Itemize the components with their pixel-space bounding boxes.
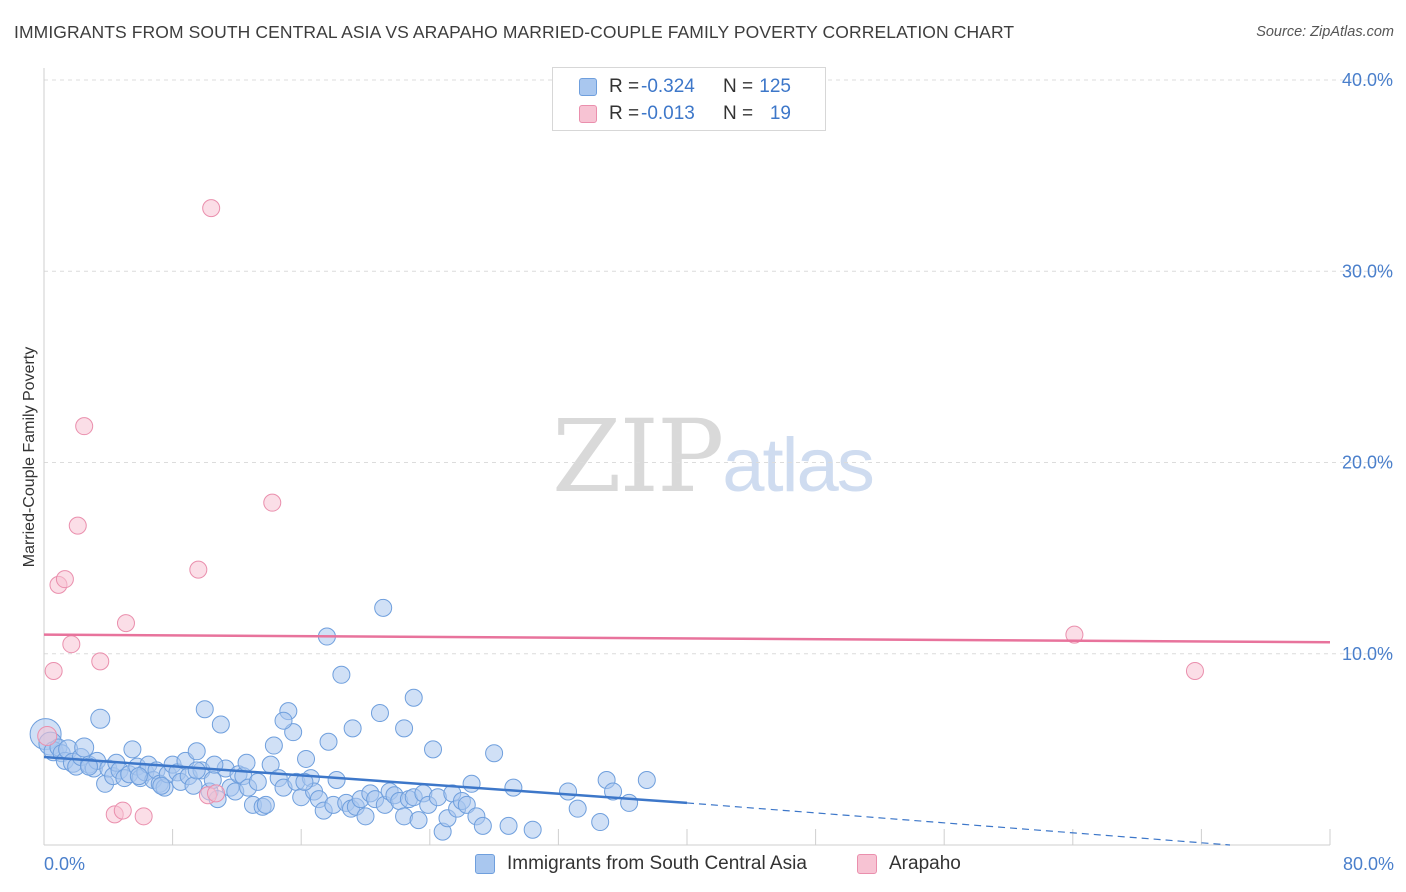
watermark-atlas: atlas: [722, 423, 875, 508]
point-immigrants: [187, 742, 206, 761]
y-tick-label: 30.0%: [1342, 261, 1393, 281]
trend-line-arapaho: [43, 633, 1331, 644]
point-immigrants: [319, 732, 338, 751]
bottom-legend-label: Arapaho: [889, 853, 961, 874]
point-immigrants: [395, 719, 414, 738]
n-value: 125: [759, 76, 791, 97]
point-arapaho: [134, 807, 153, 826]
point-arapaho: [116, 614, 135, 633]
point-immigrants: [332, 665, 351, 684]
point-arapaho: [1185, 661, 1204, 680]
y-tick-label: 40.0%: [1342, 70, 1393, 90]
point-immigrants: [485, 744, 504, 763]
point-immigrants: [297, 749, 316, 768]
bottom-legend-swatch-arapaho: [857, 854, 877, 874]
point-immigrants: [523, 820, 542, 839]
chart-title: IMMIGRANTS FROM SOUTH CENTRAL ASIA VS AR…: [14, 22, 1015, 42]
point-immigrants: [559, 782, 578, 801]
legend-swatch-immigrants: [579, 78, 597, 96]
point-immigrants: [591, 813, 610, 832]
bottom-legend-swatch-immigrants: [475, 854, 495, 874]
point-immigrants: [504, 778, 523, 797]
axes: [43, 68, 1331, 846]
point-arapaho: [202, 199, 221, 218]
bottom-legend-arapaho: Arapaho: [857, 851, 961, 877]
point-immigrants: [211, 715, 230, 734]
tick-labels: 10.0% 20.0% 30.0% 40.0% 0.0% 80.0%: [44, 70, 1394, 874]
data-points: [29, 199, 1204, 841]
point-immigrants: [356, 807, 375, 826]
x-tick-label: 0.0%: [44, 854, 85, 874]
r-value: -0.324: [641, 76, 695, 97]
correlation-legend: R = -0.324 N = 125 R = -0.013 N = 19: [552, 67, 826, 131]
point-arapaho: [75, 417, 94, 436]
point-immigrants: [80, 757, 99, 776]
trend-line-immigrants: [43, 755, 688, 805]
point-arapaho: [91, 652, 110, 671]
legend-row-immigrants: R = -0.324 N = 125: [579, 74, 791, 100]
point-immigrants: [184, 776, 203, 795]
point-arapaho: [55, 570, 74, 589]
point-arapaho: [62, 635, 81, 654]
point-immigrants: [370, 704, 389, 723]
point-immigrants: [604, 782, 623, 801]
point-immigrants: [90, 708, 111, 729]
point-immigrants: [499, 816, 518, 835]
point-immigrants: [473, 816, 492, 835]
legend-swatch-arapaho: [579, 105, 597, 123]
point-arapaho: [37, 725, 58, 746]
point-arapaho: [1065, 625, 1084, 644]
r-label: R =: [609, 76, 640, 97]
point-arapaho: [68, 516, 87, 535]
point-immigrants: [409, 811, 428, 830]
point-immigrants: [264, 736, 283, 755]
r-value: -0.013: [641, 103, 695, 124]
point-immigrants: [129, 767, 148, 786]
watermark: ZIPatlas: [552, 398, 875, 515]
grid-lines: [44, 79, 1394, 655]
point-immigrants: [457, 795, 476, 814]
point-immigrants: [256, 795, 275, 814]
point-immigrants: [620, 793, 639, 812]
legend-row-arapaho: R = -0.013 N = 19: [579, 101, 791, 127]
point-immigrants: [237, 753, 256, 772]
point-immigrants: [568, 799, 587, 818]
n-label: N =: [723, 76, 754, 97]
point-immigrants: [187, 761, 206, 780]
trend-line-immigrants-extension: [686, 802, 1231, 846]
bottom-legend-immigrants: Immigrants from South Central Asia: [475, 851, 807, 877]
point-immigrants: [404, 688, 423, 707]
point-immigrants: [195, 700, 214, 719]
y-tick-label: 20.0%: [1342, 453, 1393, 473]
point-immigrants: [462, 774, 481, 793]
x-tick-label: 80.0%: [1343, 854, 1394, 874]
point-immigrants: [343, 719, 362, 738]
point-arapaho: [263, 493, 282, 512]
n-value: 19: [769, 103, 791, 124]
watermark-zip: ZIP: [552, 398, 724, 515]
point-immigrants: [327, 770, 346, 789]
point-immigrants: [637, 770, 656, 789]
y-axis-label: Married-Couple Family Poverty: [21, 347, 38, 568]
point-immigrants: [284, 723, 303, 742]
point-immigrants: [248, 772, 267, 791]
point-arapaho: [189, 560, 208, 579]
point-immigrants: [274, 711, 293, 730]
n-label: N =: [723, 103, 754, 124]
point-arapaho: [44, 661, 63, 680]
point-arapaho: [113, 801, 132, 820]
point-immigrants: [152, 776, 171, 795]
r-label: R =: [609, 103, 640, 124]
point-arapaho: [207, 784, 226, 803]
point-immigrants: [374, 598, 393, 617]
point-immigrants: [295, 772, 314, 791]
point-immigrants: [74, 737, 95, 758]
point-immigrants: [123, 740, 142, 759]
point-immigrants: [424, 740, 443, 759]
trend-lines: [43, 633, 1331, 846]
y-tick-label: 10.0%: [1342, 644, 1393, 664]
source-label: Source: ZipAtlas.com: [1256, 24, 1394, 40]
bottom-legend-label: Immigrants from South Central Asia: [507, 853, 807, 874]
